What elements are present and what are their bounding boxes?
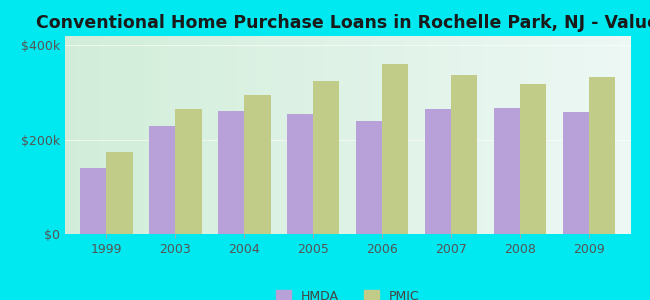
Bar [313,81,339,234]
Bar [107,152,133,234]
Bar [438,36,450,234]
Bar [149,126,176,234]
Bar [540,36,551,234]
Bar [495,36,506,234]
Bar [506,36,517,234]
Bar [155,36,167,234]
Bar [484,36,495,234]
Bar [65,36,76,234]
Bar [133,36,144,234]
Bar [201,36,212,234]
Bar [589,77,616,234]
Bar [404,36,415,234]
Bar [393,36,404,234]
Bar [359,36,370,234]
Bar [122,36,133,234]
Bar [461,36,472,234]
Bar [528,36,540,234]
Bar [280,36,291,234]
Bar [520,84,547,234]
Bar [224,36,235,234]
Bar [244,95,270,234]
Bar [111,36,122,234]
Bar [494,108,520,234]
Bar [472,36,484,234]
Bar [451,75,477,234]
Bar [517,36,528,234]
Bar [551,36,563,234]
Bar [585,36,597,234]
Bar [167,36,178,234]
Bar [597,36,608,234]
Bar [302,36,314,234]
Title: Conventional Home Purchase Loans in Rochelle Park, NJ - Value: Conventional Home Purchase Loans in Roch… [36,14,650,32]
Bar [235,36,246,234]
Bar [268,36,280,234]
Bar [314,36,325,234]
Bar [425,109,451,234]
Bar [563,36,574,234]
Bar [287,114,313,234]
Bar [218,111,244,234]
Bar [325,36,337,234]
Bar [370,36,382,234]
Bar [608,36,619,234]
Bar [80,168,107,234]
Bar [348,36,359,234]
Bar [382,36,393,234]
Bar [450,36,461,234]
Bar [178,36,189,234]
Bar [382,64,408,234]
Bar [144,36,155,234]
Bar [427,36,438,234]
Bar [619,36,630,234]
Bar [337,36,348,234]
Bar [99,36,110,234]
Bar [415,36,427,234]
Bar [212,36,224,234]
Bar [76,36,88,234]
Bar [356,121,382,234]
Bar [189,36,201,234]
Legend: HMDA, PMIC: HMDA, PMIC [276,290,419,300]
Bar [88,36,99,234]
Bar [291,36,302,234]
Bar [257,36,268,234]
Bar [574,36,585,234]
Bar [246,36,257,234]
Bar [176,109,202,234]
Bar [563,112,589,234]
